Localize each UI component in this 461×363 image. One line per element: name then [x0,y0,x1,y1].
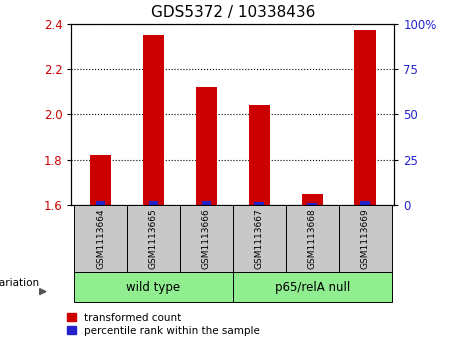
Title: GDS5372 / 10338436: GDS5372 / 10338436 [151,5,315,20]
Bar [196,87,217,205]
Bar [201,201,211,205]
Bar [254,202,264,205]
Bar [143,35,164,205]
FancyBboxPatch shape [127,205,180,272]
Text: GSM1113665: GSM1113665 [149,208,158,269]
FancyBboxPatch shape [74,205,127,272]
Legend: transformed count, percentile rank within the sample: transformed count, percentile rank withi… [67,313,260,336]
Text: GSM1113664: GSM1113664 [96,208,105,269]
Text: GSM1113666: GSM1113666 [202,208,211,269]
Text: GSM1113667: GSM1113667 [255,208,264,269]
Bar [301,194,323,205]
Bar [307,203,317,205]
FancyBboxPatch shape [339,205,391,272]
Bar [149,200,158,205]
Bar [96,201,105,205]
FancyBboxPatch shape [286,205,339,272]
Bar [90,155,111,205]
FancyBboxPatch shape [233,205,286,272]
Bar [355,30,376,205]
FancyBboxPatch shape [233,272,391,302]
FancyBboxPatch shape [180,205,233,272]
Text: wild type: wild type [126,281,181,294]
FancyBboxPatch shape [74,272,233,302]
Text: p65/relA null: p65/relA null [275,281,350,294]
Text: genotype/variation: genotype/variation [0,278,39,287]
Text: GSM1113668: GSM1113668 [307,208,317,269]
Bar [248,105,270,205]
Bar [361,200,370,205]
Text: GSM1113669: GSM1113669 [361,208,370,269]
